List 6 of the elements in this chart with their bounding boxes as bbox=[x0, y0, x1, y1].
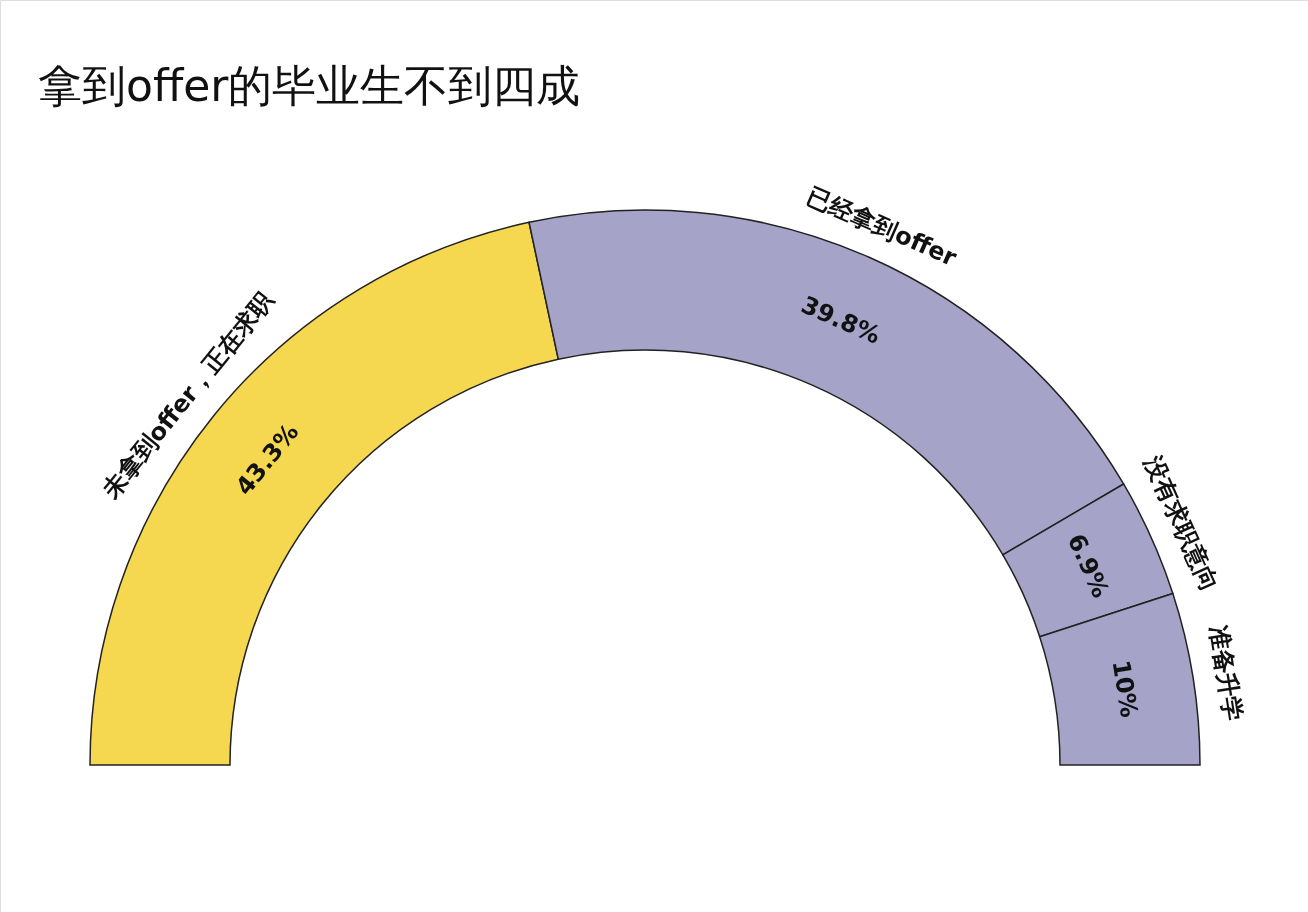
data-label: 10% bbox=[1106, 658, 1144, 720]
slice-label: 准备升学 bbox=[1204, 623, 1248, 723]
slice-label: 没有求职意向 bbox=[1138, 451, 1224, 596]
data-label: 6.9% bbox=[1061, 529, 1115, 602]
slice-label: 已经拿到offer bbox=[803, 181, 961, 272]
chart-title: 拿到offer的毕业生不到四成 bbox=[38, 60, 581, 111]
